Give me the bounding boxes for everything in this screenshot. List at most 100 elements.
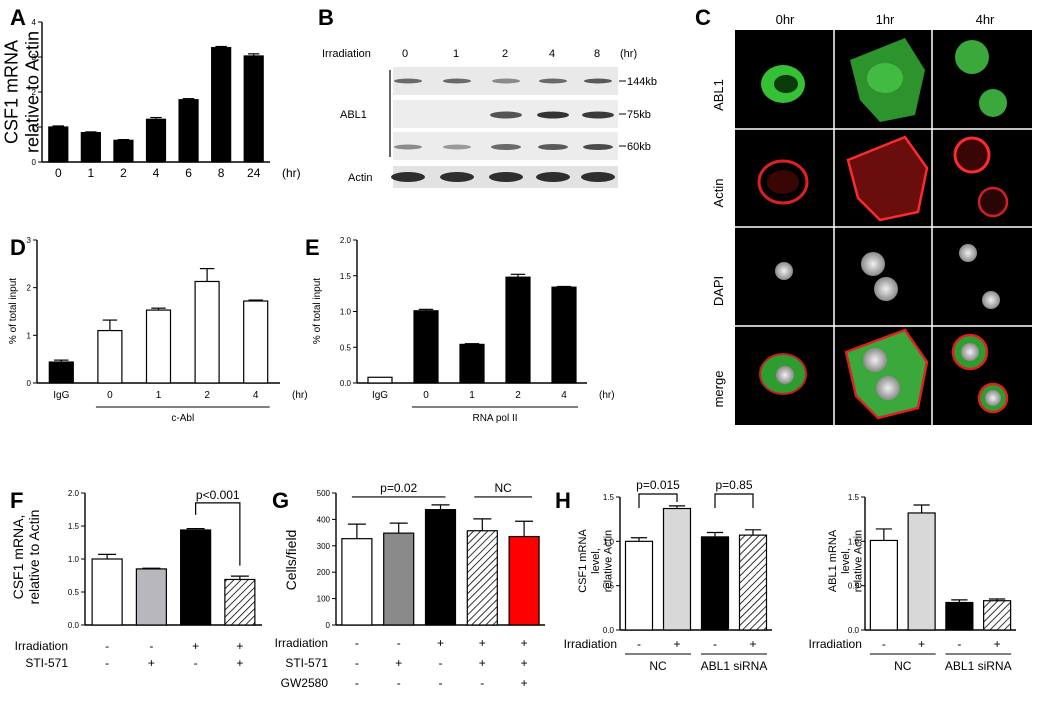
x-tick-label: 4 (561, 390, 567, 401)
row-sign: + (521, 656, 528, 670)
y-tick-label: 0 (326, 621, 331, 630)
y-tick-label: 0.0 (68, 621, 80, 630)
micro-row-label: merge (711, 371, 726, 408)
y-tick-label: 500 (317, 489, 331, 498)
significance-bracket (714, 493, 754, 508)
row-sign: - (397, 636, 401, 650)
blot-time-label: 8 (594, 48, 600, 60)
blot-time-label: 2 (502, 48, 508, 60)
y-tick-label: 0.0 (848, 626, 860, 635)
x-tick-label: 4 (253, 390, 259, 401)
x-tick-label: 1 (156, 390, 162, 401)
size-marker-label: 75kb (627, 109, 651, 121)
y-axis-label-line: CSF1 mRNA (577, 529, 589, 593)
micro-row-label: Actin (711, 179, 726, 208)
panel-letter-b: B (318, 5, 334, 30)
bar (945, 601, 974, 631)
y-axis-label: CSF1 mRNA,relative to Actin (10, 510, 42, 605)
row-sign: - (355, 676, 359, 690)
chart-d: 0 1 2 3 % of total input IgG 0 1 2 4 (hr) c-Abl (8, 236, 308, 424)
x-tick-label: 2 (120, 166, 127, 180)
bar (413, 310, 439, 384)
micro-row-label: ABL1 (711, 79, 726, 111)
bar (48, 361, 74, 384)
significance-label: p<0.001 (196, 488, 240, 502)
bar (97, 329, 123, 384)
x-tick-label: 24 (247, 166, 261, 180)
x-tick-label: 8 (218, 166, 225, 180)
row-sign: - (713, 637, 717, 651)
micro-actin-1hr (846, 135, 929, 222)
x-tick-label: IgG (372, 390, 388, 401)
y-tick-label: 2 (27, 284, 32, 293)
micro-time-label: 1hr (876, 12, 895, 27)
y-tick-label: 1.0 (603, 537, 615, 546)
y-axis-label: Cells/field (283, 530, 299, 591)
y-tick-label: 1.0 (848, 537, 860, 546)
row-label: Irradiation (809, 637, 862, 651)
row-sign: + (994, 637, 1001, 651)
row-sign: + (479, 656, 486, 670)
bar (738, 534, 768, 631)
micro-dapi-4hr-b (982, 291, 1000, 309)
y-axis-label-line: relative to Actin (26, 510, 42, 605)
row-label: Irradiation (564, 637, 617, 651)
size-marker-label: 60kb (627, 141, 651, 153)
y-axis-label-line: level, (840, 548, 852, 574)
y-tick-label: 1 (27, 331, 32, 340)
row-label: Irradiation (275, 636, 328, 650)
blot-time-label: 4 (549, 48, 555, 60)
x-tick-label: 1 (469, 390, 475, 401)
x-tick-label: 4 (153, 166, 160, 180)
micro-row-label: DAPI (711, 276, 726, 306)
micro-actin-0hr (757, 159, 809, 205)
bar (459, 343, 485, 384)
blot-strip-144 (393, 67, 618, 95)
y-axis-label-line: relative to Actin (22, 31, 42, 153)
row-sign: - (480, 676, 484, 690)
row-sign: - (105, 639, 109, 653)
micro-merge-0hr (759, 353, 807, 395)
row-label: STI-571 (25, 656, 68, 670)
bar (341, 538, 373, 626)
y-tick-label: 1.5 (848, 493, 860, 502)
y-axis-label-line: CSF1 mRNA (2, 40, 22, 144)
bar (224, 578, 256, 626)
row-sign: - (957, 637, 961, 651)
bar (178, 99, 199, 163)
micro-merge-4hr (951, 333, 1009, 414)
blot-strip-actin (391, 166, 618, 188)
x-tick-label: 0 (55, 166, 62, 180)
row-sign: - (149, 639, 153, 653)
size-marker-label: 144kb (627, 76, 657, 88)
chart-h-abl1: 0.0 0.5 1.0 1.5 ABL1 mRNAlevel,relative Acti… (809, 493, 1016, 673)
bar (80, 132, 101, 163)
bar (48, 126, 69, 163)
group-label: NC (894, 659, 912, 673)
x-tick-label: 0 (423, 390, 429, 401)
y-axis-label-line: level, (590, 548, 602, 574)
panel-letter-g: G (272, 488, 289, 513)
x-tick-label: 1 (88, 166, 95, 180)
row-sign: + (918, 637, 925, 651)
significance-bracket (638, 493, 678, 508)
bar (505, 276, 531, 384)
group-label: ABL1 siRNA (945, 659, 1012, 673)
bar (907, 512, 936, 631)
y-tick-label: 200 (317, 568, 331, 577)
bar (424, 509, 457, 626)
row-label: GW2580 (281, 676, 329, 690)
row-sign: + (479, 636, 486, 650)
y-tick-label: 3 (27, 236, 32, 245)
group-label: c-Abl (171, 413, 194, 424)
micro-dapi-1hr-b (874, 277, 898, 301)
row-sign: + (437, 636, 444, 650)
row-sign: - (355, 656, 359, 670)
x-unit-label: (hr) (282, 166, 301, 180)
blot-strip-60 (393, 132, 618, 160)
row-sign: - (355, 636, 359, 650)
y-tick-label: 1.5 (603, 493, 615, 502)
row-sign: + (236, 639, 243, 653)
x-tick-label: 2 (204, 390, 210, 401)
